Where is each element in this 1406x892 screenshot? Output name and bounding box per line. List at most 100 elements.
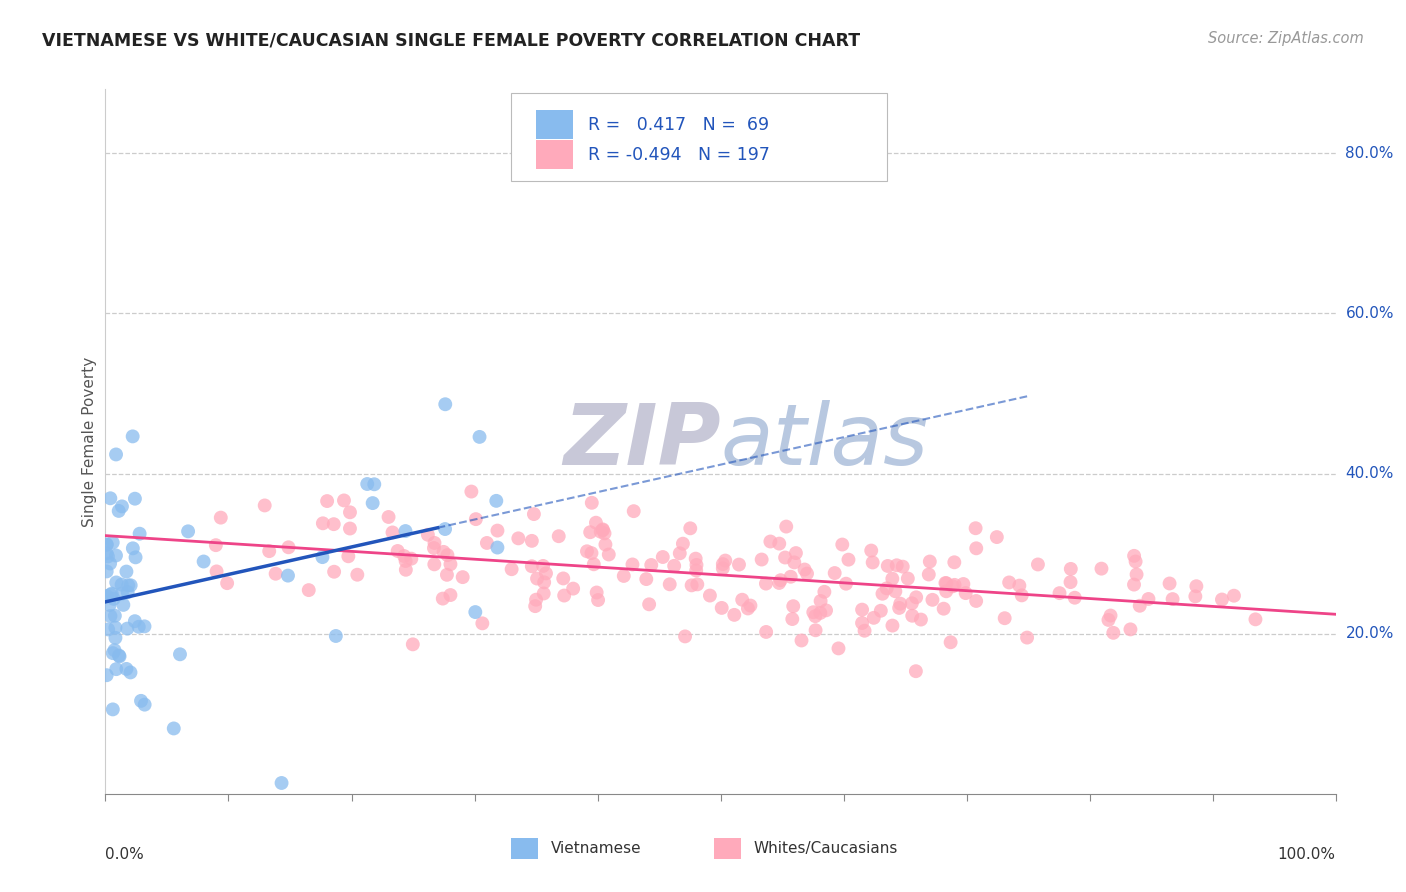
Point bbox=[423, 541, 446, 555]
Point bbox=[862, 556, 884, 570]
Point bbox=[723, 607, 745, 622]
Point bbox=[1123, 577, 1146, 591]
Point bbox=[534, 566, 557, 581]
Point bbox=[790, 633, 813, 648]
Point bbox=[434, 522, 457, 536]
Point bbox=[104, 549, 127, 563]
Point bbox=[585, 585, 607, 599]
Point bbox=[115, 662, 138, 676]
Bar bbox=[512, 838, 538, 859]
Point bbox=[1244, 612, 1267, 626]
Point bbox=[1049, 586, 1071, 600]
Point bbox=[1026, 558, 1049, 572]
Point bbox=[508, 532, 530, 546]
Point bbox=[613, 569, 636, 583]
Point bbox=[1161, 592, 1184, 607]
Point bbox=[1119, 623, 1142, 637]
Point bbox=[134, 698, 156, 712]
Point bbox=[943, 578, 966, 592]
Point bbox=[311, 550, 333, 565]
Point bbox=[1123, 549, 1146, 563]
Point bbox=[768, 576, 790, 591]
Point bbox=[104, 621, 127, 635]
Point bbox=[117, 578, 139, 592]
Point bbox=[685, 564, 707, 578]
Point bbox=[97, 623, 120, 637]
Point bbox=[586, 593, 609, 607]
Text: VIETNAMESE VS WHITE/CAUCASIAN SINGLE FEMALE POVERTY CORRELATION CHART: VIETNAMESE VS WHITE/CAUCASIAN SINGLE FEM… bbox=[42, 31, 860, 49]
Point bbox=[117, 585, 139, 599]
Point bbox=[869, 604, 891, 618]
Point bbox=[322, 517, 344, 532]
Point bbox=[851, 615, 873, 630]
Point bbox=[952, 577, 974, 591]
Point bbox=[524, 599, 547, 614]
Point bbox=[768, 536, 790, 550]
Point bbox=[169, 648, 191, 662]
Point bbox=[773, 550, 796, 565]
Point bbox=[323, 565, 346, 579]
Point bbox=[1125, 554, 1147, 568]
Point bbox=[1184, 590, 1206, 604]
Point bbox=[111, 587, 134, 601]
Point bbox=[810, 594, 832, 608]
Point bbox=[1159, 576, 1181, 591]
Point bbox=[101, 702, 124, 716]
Point bbox=[853, 624, 876, 638]
Point bbox=[432, 545, 454, 559]
Point bbox=[589, 524, 612, 539]
Point bbox=[101, 587, 124, 601]
Point bbox=[793, 562, 815, 576]
Point bbox=[876, 558, 898, 573]
Point bbox=[813, 584, 835, 599]
Point bbox=[205, 565, 228, 579]
Point bbox=[939, 635, 962, 649]
Text: 80.0%: 80.0% bbox=[1346, 145, 1393, 161]
Point bbox=[112, 598, 135, 612]
Point bbox=[824, 566, 846, 580]
Point bbox=[751, 552, 773, 566]
Point bbox=[835, 576, 858, 591]
Point bbox=[98, 557, 121, 571]
Point bbox=[439, 558, 461, 572]
Point bbox=[193, 554, 215, 568]
Text: 60.0%: 60.0% bbox=[1346, 306, 1393, 321]
Point bbox=[860, 543, 883, 558]
Point bbox=[98, 598, 121, 612]
Point bbox=[876, 582, 898, 596]
Point bbox=[1129, 599, 1152, 613]
Point bbox=[897, 572, 920, 586]
Point bbox=[402, 637, 425, 651]
Point bbox=[96, 537, 118, 551]
Point bbox=[934, 576, 956, 591]
Point bbox=[96, 668, 118, 682]
Point bbox=[801, 605, 824, 619]
Text: 40.0%: 40.0% bbox=[1346, 467, 1393, 481]
Point bbox=[638, 597, 661, 611]
Point bbox=[592, 523, 614, 537]
Point bbox=[270, 776, 292, 790]
Point bbox=[115, 565, 138, 579]
Point bbox=[581, 546, 603, 560]
Point bbox=[104, 631, 127, 645]
Point bbox=[394, 554, 416, 568]
Point bbox=[257, 544, 280, 558]
Point bbox=[779, 570, 801, 584]
Point bbox=[872, 587, 894, 601]
Point bbox=[451, 570, 474, 584]
Point bbox=[523, 507, 546, 521]
Point bbox=[935, 576, 957, 591]
Point bbox=[464, 512, 486, 526]
Point bbox=[533, 575, 555, 590]
Point bbox=[110, 577, 132, 591]
Point bbox=[783, 555, 806, 569]
Point bbox=[103, 643, 125, 657]
Point bbox=[581, 496, 603, 510]
Point bbox=[759, 534, 782, 549]
Point bbox=[96, 565, 118, 579]
Point bbox=[740, 599, 762, 613]
Point bbox=[264, 566, 287, 581]
Point bbox=[395, 563, 418, 577]
Point bbox=[886, 558, 908, 573]
Point bbox=[107, 504, 129, 518]
